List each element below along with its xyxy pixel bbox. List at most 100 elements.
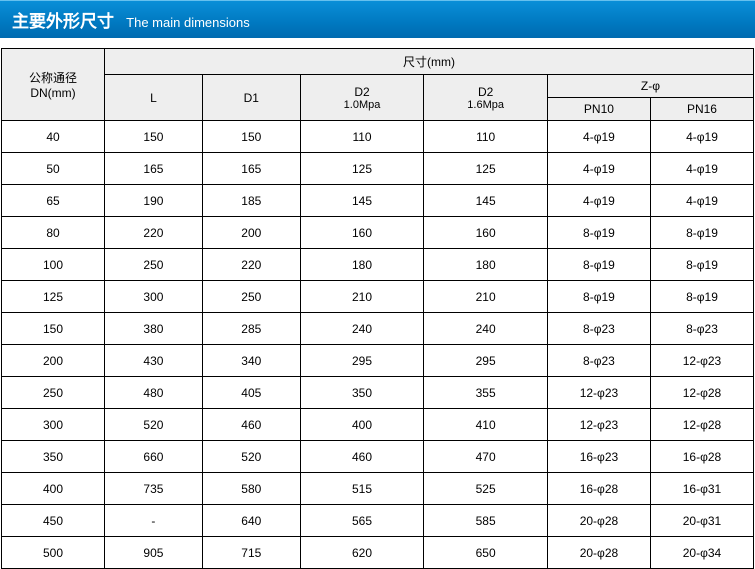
cell-pn16: 8-φ19 <box>650 281 753 313</box>
cell-D1: 200 <box>202 217 300 249</box>
cell-D2b: 525 <box>424 473 548 505</box>
cell-L: 380 <box>105 313 203 345</box>
table-row: 1253002502102108-φ198-φ19 <box>2 281 754 313</box>
th-pn16: PN16 <box>650 98 753 121</box>
cell-dn: 40 <box>2 121 105 153</box>
th-D2b-main: D2 <box>478 85 493 99</box>
cell-L: 660 <box>105 441 203 473</box>
cell-D1: 220 <box>202 249 300 281</box>
cell-D2a: 160 <box>300 217 424 249</box>
cell-pn10: 20-φ28 <box>547 537 650 569</box>
table-row: 30052046040041012-φ2312-φ28 <box>2 409 754 441</box>
cell-D2a: 620 <box>300 537 424 569</box>
cell-pn10: 12-φ23 <box>547 377 650 409</box>
cell-pn16: 12-φ28 <box>650 377 753 409</box>
cell-D2a: 210 <box>300 281 424 313</box>
cell-D2b: 410 <box>424 409 548 441</box>
th-dn-line1: 公称通径 <box>29 71 77 85</box>
table-body: 401501501101104-φ194-φ19501651651251254-… <box>2 121 754 569</box>
table-row: 35066052046047016-φ2316-φ28 <box>2 441 754 473</box>
cell-D2a: 350 <box>300 377 424 409</box>
cell-D1: 340 <box>202 345 300 377</box>
cell-pn10: 12-φ23 <box>547 409 650 441</box>
cell-L: 520 <box>105 409 203 441</box>
cell-dn: 250 <box>2 377 105 409</box>
cell-dn: 150 <box>2 313 105 345</box>
cell-dn: 400 <box>2 473 105 505</box>
th-L: L <box>105 75 203 121</box>
th-pn10: PN10 <box>547 98 650 121</box>
cell-dn: 350 <box>2 441 105 473</box>
cell-D2a: 565 <box>300 505 424 537</box>
cell-dn: 200 <box>2 345 105 377</box>
cell-D2a: 240 <box>300 313 424 345</box>
cell-D1: 405 <box>202 377 300 409</box>
cell-D1: 460 <box>202 409 300 441</box>
title-bar: 主要外形尺寸 The main dimensions <box>0 0 755 38</box>
cell-pn10: 8-φ19 <box>547 217 650 249</box>
table-row: 50090571562065020-φ2820-φ34 <box>2 537 754 569</box>
cell-D1: 150 <box>202 121 300 153</box>
cell-D2b: 355 <box>424 377 548 409</box>
cell-D2b: 470 <box>424 441 548 473</box>
cell-dn: 125 <box>2 281 105 313</box>
table-row: 401501501101104-φ194-φ19 <box>2 121 754 153</box>
cell-D1: 165 <box>202 153 300 185</box>
cell-pn10: 20-φ28 <box>547 505 650 537</box>
cell-pn16: 16-φ31 <box>650 473 753 505</box>
th-D2a: D2 1.0Mpa <box>300 75 424 121</box>
cell-pn10: 8-φ23 <box>547 313 650 345</box>
cell-D2a: 180 <box>300 249 424 281</box>
cell-D2b: 145 <box>424 185 548 217</box>
cell-pn10: 4-φ19 <box>547 153 650 185</box>
th-D2b-sub: 1.6Mpa <box>426 99 545 111</box>
table-row: 651901851451454-φ194-φ19 <box>2 185 754 217</box>
cell-dn: 50 <box>2 153 105 185</box>
dimensions-table: 公称通径 DN(mm) 尺寸(mm) L D1 D2 1.0Mpa D2 1.6… <box>1 48 754 569</box>
cell-D1: 715 <box>202 537 300 569</box>
cell-pn10: 4-φ19 <box>547 185 650 217</box>
cell-D2a: 125 <box>300 153 424 185</box>
cell-dn: 65 <box>2 185 105 217</box>
th-zphi: Z-φ <box>547 75 753 98</box>
cell-D2a: 295 <box>300 345 424 377</box>
cell-D2b: 125 <box>424 153 548 185</box>
th-D2a-main: D2 <box>354 85 369 99</box>
cell-L: 735 <box>105 473 203 505</box>
table-row: 2004303402952958-φ2312-φ23 <box>2 345 754 377</box>
table-row: 501651651251254-φ194-φ19 <box>2 153 754 185</box>
cell-D1: 185 <box>202 185 300 217</box>
cell-D1: 520 <box>202 441 300 473</box>
cell-D1: 640 <box>202 505 300 537</box>
cell-L: 190 <box>105 185 203 217</box>
cell-pn16: 8-φ19 <box>650 217 753 249</box>
cell-dn: 80 <box>2 217 105 249</box>
cell-D2b: 210 <box>424 281 548 313</box>
cell-dn: 500 <box>2 537 105 569</box>
cell-L: 905 <box>105 537 203 569</box>
cell-pn16: 8-φ19 <box>650 249 753 281</box>
cell-pn16: 4-φ19 <box>650 153 753 185</box>
cell-L: 250 <box>105 249 203 281</box>
cell-dn: 300 <box>2 409 105 441</box>
cell-pn16: 20-φ34 <box>650 537 753 569</box>
cell-dn: 450 <box>2 505 105 537</box>
cell-L: 480 <box>105 377 203 409</box>
cell-pn16: 4-φ19 <box>650 185 753 217</box>
table-row: 40073558051552516-φ2816-φ31 <box>2 473 754 505</box>
table-row: 450-64056558520-φ2820-φ31 <box>2 505 754 537</box>
cell-D2b: 650 <box>424 537 548 569</box>
cell-L: 150 <box>105 121 203 153</box>
table-header: 公称通径 DN(mm) 尺寸(mm) L D1 D2 1.0Mpa D2 1.6… <box>2 49 754 121</box>
th-dims: 尺寸(mm) <box>105 49 754 75</box>
cell-L: 300 <box>105 281 203 313</box>
title-cn: 主要外形尺寸 <box>12 12 114 31</box>
cell-L: - <box>105 505 203 537</box>
table-row: 1503802852402408-φ238-φ23 <box>2 313 754 345</box>
table-row: 1002502201801808-φ198-φ19 <box>2 249 754 281</box>
cell-D1: 580 <box>202 473 300 505</box>
cell-pn10: 4-φ19 <box>547 121 650 153</box>
cell-D2b: 240 <box>424 313 548 345</box>
cell-L: 430 <box>105 345 203 377</box>
cell-L: 165 <box>105 153 203 185</box>
